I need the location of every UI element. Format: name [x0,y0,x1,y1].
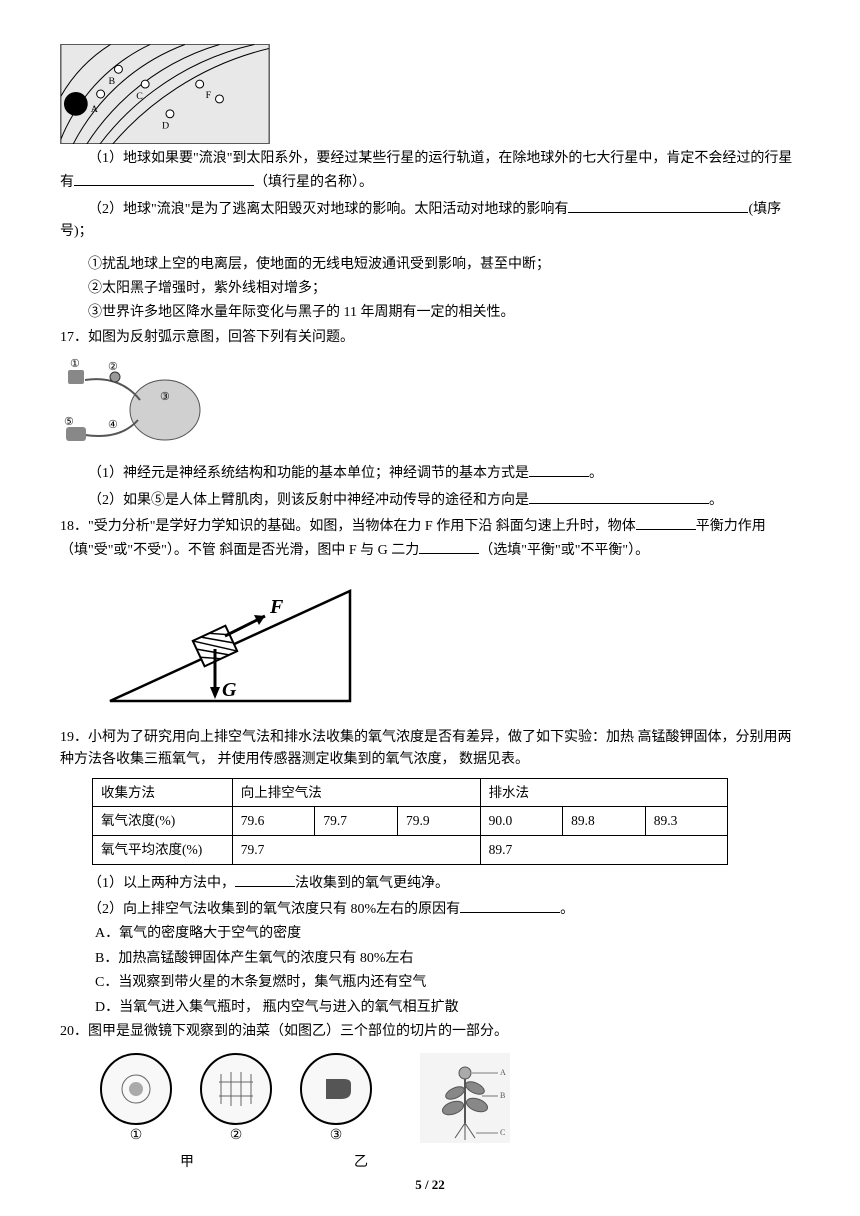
q18-stem-c: （选填"平衡"或"不平衡"）。 [479,543,649,558]
table-row: 氧气平均浓度(%) 79.7 89.7 [93,836,728,865]
q17-sub2-a: （2）如果⑤是人体上臂肌肉，则该反射中神经冲动传导的途径和方向是 [88,493,529,508]
caption-row: 甲 乙 [180,1152,800,1174]
q16-sub1-tail: （填行星的名称）。 [254,175,373,190]
svg-text:C: C [136,91,143,102]
q19-opt-B: B．加热高锰酸钾固体产生氧气的浓度只有 80%左右 [95,948,800,970]
q19-opt-A: A．氧气的密度略大于空气的密度 [95,923,800,945]
q16-sub1: （1）地球如果要"流浪"到太阳系外，要经过某些行星的运行轨道，在除地球外的七大行… [60,148,800,195]
micro-circle-2 [200,1053,272,1125]
cell: 氧气浓度(%) [93,807,233,836]
blank-nerve-mode[interactable] [529,461,589,477]
q16-sub2-text: （2）地球"流浪"是为了逃离太阳毁灭对地球的影响。太阳活动对地球的影响有 [88,202,568,217]
q20-stem: 20．图甲是显微镜下观察到的油菜（如图乙）三个部位的切片的一部分。 [60,1021,800,1043]
micro-label-3: ③ [300,1125,372,1147]
q18-stem: 18．"受力分析"是学好力学知识的基础。如图，当物体在力 F 作用下沿 斜面匀速… [60,514,800,563]
svg-text:①: ① [70,358,80,370]
q17-sub2-b: 。 [709,493,723,508]
cell: 79.6 [232,807,315,836]
q19-stem: 19．小柯为了研究用向上排空气法和排水法收集的氧气浓度是否有差异，做了如下实验：… [60,727,800,772]
svg-text:④: ④ [108,419,118,431]
force-G-label: G [222,679,237,701]
q19-sub2-a: （2）向上排空气法收集到的氧气浓度只有 80%左右的原因有 [88,902,460,917]
micro-label-1: ① [100,1125,172,1147]
plant-diagram: A B C [420,1053,510,1143]
q17-sub2: （2）如果⑤是人体上臂肌肉，则该反射中神经冲动传导的途径和方向是 。 [60,488,800,512]
reflex-arc-diagram: ① ② ③ ④ ⑤ [60,355,210,455]
svg-text:D: D [162,121,169,132]
q16-sub2: （2）地球"流浪"是为了逃离太阳毁灭对地球的影响。太阳活动对地球的影响有(填序号… [60,197,800,244]
q19-sub1: （1）以上两种方法中， 法收集到的氧气更纯净。 [60,871,800,895]
cell: 收集方法 [93,778,233,807]
svg-text:A: A [500,1068,506,1077]
cell: 79.7 [315,807,398,836]
q16-opt3: ③世界许多地区降水量年际变化与黑子的 11 年周期有一定的相关性。 [60,302,800,324]
incline-diagram: F G [100,571,800,719]
plant-yi: A B C [420,1053,510,1143]
microscope-row: ① ② ③ A B C [100,1053,800,1147]
table-row: 收集方法 向上排空气法 排水法 [93,778,728,807]
micro-circle-3 [300,1053,372,1125]
q19-opt-D: D．当氧气进入集气瓶时， 瓶内空气与进入的氧气相互扩散 [95,997,800,1019]
table-row: 氧气浓度(%) 79.6 79.7 79.9 90.0 89.8 89.3 [93,807,728,836]
q19-sub2-b: 。 [560,902,574,917]
q18-stem-a: 18．"受力分析"是学好力学知识的基础。如图，当物体在力 F 作用下沿 斜面匀速… [60,519,636,534]
force-F-label: F [269,596,284,618]
micro-1: ① [100,1053,172,1147]
q17-sub1: （1）神经元是神经系统结构和功能的基本单位；神经调节的基本方式是 。 [60,461,800,485]
blank-reason[interactable] [460,897,560,913]
q19-sub1-b: 法收集到的氧气更纯净。 [295,876,449,891]
micro-label-2: ② [200,1125,272,1147]
caption-yi: 乙 [354,1152,368,1174]
svg-text:B: B [109,76,116,87]
cell: 氧气平均浓度(%) [93,836,233,865]
q19-sub2: （2）向上排空气法收集到的氧气浓度只有 80%左右的原因有 。 [60,897,800,921]
q17-sub1-a: （1）神经元是神经系统结构和功能的基本单位；神经调节的基本方式是 [88,466,529,481]
q19-opt-C: C．当观察到带火星的木条复燃时，集气瓶内还有空气 [95,972,800,994]
blank-fg-balance[interactable] [419,538,479,554]
svg-text:C: C [500,1128,505,1137]
blank-nerve-path[interactable] [529,488,709,504]
blank-planets[interactable] [74,170,254,186]
q16-opt1: ①扰乱地球上空的电离层，使地面的无线电短波通讯受到影响，甚至中断； [60,254,800,276]
micro-3: ③ [300,1053,372,1147]
q16-opt2: ②太阳黑子增强时，紫外线相对增多； [60,278,800,300]
cell: 89.8 [563,807,646,836]
blank-sun-activity[interactable] [568,197,748,213]
svg-text:③: ③ [160,391,170,403]
q17-stem: 17．如图为反射弧示意图，回答下列有关问题。 [60,327,800,349]
q17-sub1-b: 。 [589,466,603,481]
micro-2: ② [200,1053,272,1147]
cell: 排水法 [480,778,728,807]
svg-text:A: A [91,104,99,115]
micro-circle-1 [100,1053,172,1125]
cell: 79.9 [397,807,480,836]
svg-text:②: ② [108,361,118,373]
blank-force-balance[interactable] [636,514,696,530]
oxygen-table: 收集方法 向上排空气法 排水法 氧气浓度(%) 79.6 79.7 79.9 9… [92,778,728,865]
page-number: 5 / 22 [0,1175,860,1196]
caption-jia: 甲 [180,1152,194,1174]
orbit-diagram: A B C D F [60,44,270,144]
blank-method[interactable] [235,871,295,887]
q19-sub1-a: （1）以上两种方法中， [88,876,235,891]
cell: 90.0 [480,807,563,836]
svg-text:F: F [206,90,212,101]
svg-text:⑤: ⑤ [64,416,74,428]
cell: 向上排空气法 [232,778,480,807]
cell: 89.7 [480,836,728,865]
cell: 79.7 [232,836,480,865]
cell: 89.3 [645,807,728,836]
svg-text:B: B [500,1091,505,1100]
